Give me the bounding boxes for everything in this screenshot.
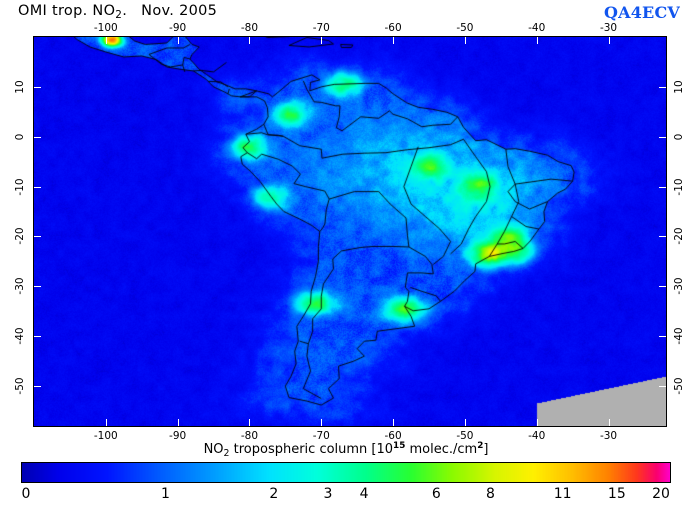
x-axis-label-bottom-3: -70: [312, 430, 330, 442]
colorbar-exponent: 15: [393, 441, 406, 451]
x-tick-top-5: [464, 37, 466, 44]
x-axis-label-bottom-7: -30: [599, 430, 618, 442]
y-axis-label-left-4: -30: [14, 277, 26, 295]
y-tick-left-1: [34, 136, 41, 138]
x-tick-top-1: [177, 37, 179, 44]
x-tick-bottom-1: [177, 419, 179, 426]
y-tick-left-0: [34, 86, 41, 88]
y-axis-label-right-2: -10: [673, 178, 685, 196]
y-tick-right-3: [659, 236, 666, 238]
title-date: Nov. 2005: [141, 3, 218, 19]
x-tick-top-2: [249, 37, 251, 44]
y-tick-left-3: [34, 236, 41, 238]
x-tick-top-6: [536, 37, 538, 44]
map-plot-area: [33, 36, 667, 427]
y-tick-right-4: [659, 286, 666, 288]
x-axis-label-top-4: -60: [384, 22, 402, 34]
x-tick-top-4: [393, 37, 395, 44]
y-axis-label-left-1: 0: [14, 133, 26, 141]
no2-column-heatmap: [34, 37, 666, 426]
x-axis-label-bottom-6: -40: [528, 430, 546, 442]
x-tick-top-0: [105, 37, 107, 44]
colorbar-tick-4: 4: [359, 486, 369, 502]
colorbar-tick-15: 15: [607, 486, 626, 502]
x-axis-label-bottom-1: -90: [169, 430, 187, 442]
x-axis-label-bottom-4: -60: [384, 430, 402, 442]
y-axis-label-right-6: -50: [673, 377, 685, 395]
colorbar-tick-2: 2: [269, 486, 279, 502]
colorbar-gradient: [22, 463, 670, 482]
colorbar-tick-8: 8: [485, 486, 495, 502]
x-tick-bottom-2: [249, 419, 251, 426]
colorbar-tick-20: 20: [652, 486, 670, 502]
y-axis-label-right-0: 10: [673, 80, 685, 94]
y-axis-label-right-1: 0: [673, 133, 685, 141]
x-tick-bottom-7: [608, 419, 610, 426]
colorbar-tick-1: 1: [160, 486, 170, 502]
x-axis-label-bottom-5: -50: [456, 430, 474, 442]
colorbar-tick-6: 6: [431, 486, 441, 502]
y-tick-right-5: [659, 336, 666, 338]
title-period: .: [122, 3, 128, 19]
y-axis-label-left-6: -50: [14, 377, 26, 395]
x-tick-bottom-0: [105, 419, 107, 426]
colorbar: [21, 462, 671, 483]
y-axis-label-right-5: -40: [673, 327, 685, 345]
colorbar-tick-0: 0: [21, 486, 31, 502]
y-axis-label-left-2: -10: [14, 178, 26, 196]
colorbar-title: NO2 tropospheric column [1015 molec./cm2…: [203, 441, 489, 459]
y-tick-right-1: [659, 136, 666, 138]
page-title: OMI trop. NO2. Nov. 2005: [18, 3, 218, 21]
x-tick-top-7: [608, 37, 610, 44]
x-axis-label-top-2: -80: [240, 22, 259, 34]
title-subscript: 2: [115, 9, 123, 21]
x-axis-label-top-7: -30: [599, 22, 618, 34]
colorbar-units: molec./cm: [405, 442, 478, 457]
y-tick-right-6: [659, 386, 666, 388]
colorbar-units-exponent: 2: [477, 441, 484, 451]
y-tick-left-5: [34, 336, 41, 338]
x-axis-label-top-3: -70: [312, 22, 330, 34]
y-axis-label-right-4: -30: [673, 277, 685, 295]
x-tick-bottom-5: [464, 419, 466, 426]
title-species: OMI trop. NO: [18, 3, 116, 19]
x-axis-label-top-0: -100: [93, 22, 118, 34]
qa4ecv-logo: QA4ECV: [603, 3, 680, 22]
colorbar-quantity: tropospheric column [10: [229, 442, 394, 457]
colorbar-species: NO: [203, 442, 224, 457]
colorbar-tick-11: 11: [553, 486, 572, 502]
y-axis-label-left-5: -40: [14, 327, 26, 345]
x-tick-bottom-4: [393, 419, 395, 426]
colorbar-bracket-close: ]: [483, 442, 489, 457]
y-axis-label-right-3: -20: [673, 227, 685, 246]
x-tick-top-3: [321, 37, 323, 44]
colorbar-species-sub: 2: [223, 448, 230, 459]
y-tick-right-0: [659, 86, 666, 88]
y-axis-label-left-3: -20: [14, 227, 26, 246]
y-tick-right-2: [659, 186, 666, 188]
x-axis-label-top-1: -90: [169, 22, 187, 34]
x-axis-label-bottom-2: -80: [240, 430, 259, 442]
y-tick-left-4: [34, 286, 41, 288]
x-axis-label-bottom-0: -100: [93, 430, 118, 442]
x-tick-bottom-6: [536, 419, 538, 426]
x-axis-label-top-6: -40: [528, 22, 546, 34]
x-tick-bottom-3: [321, 419, 323, 426]
y-tick-left-6: [34, 386, 41, 388]
x-axis-label-top-5: -50: [456, 22, 474, 34]
y-tick-left-2: [34, 186, 41, 188]
colorbar-tick-3: 3: [323, 486, 333, 502]
y-axis-label-left-0: 10: [14, 80, 26, 94]
